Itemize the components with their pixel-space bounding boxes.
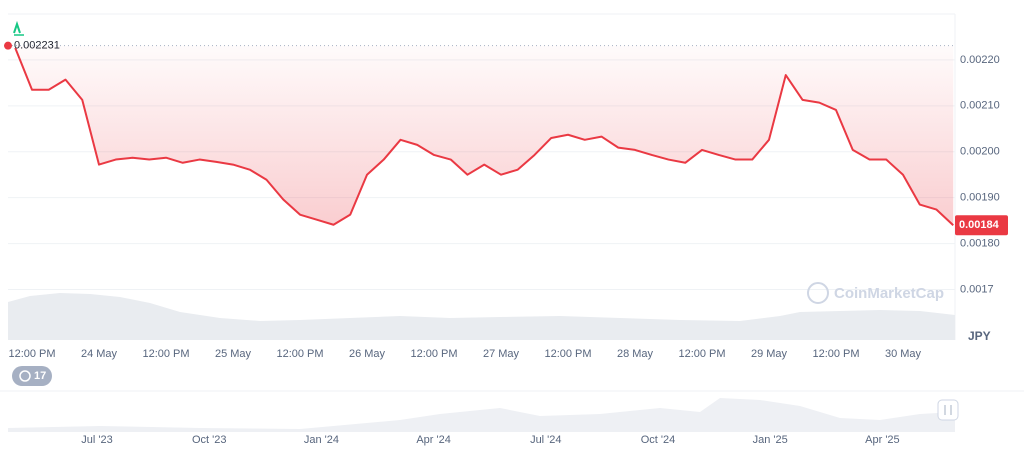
y-tick-label: 0.00190: [960, 192, 1000, 204]
price-badge: [955, 215, 1008, 236]
watermark-icon: [807, 282, 829, 304]
reference-label: 0.002231: [14, 40, 60, 52]
navigator-label: Jul '24: [530, 434, 561, 446]
navigator-label: Apr '24: [416, 434, 451, 446]
reference-dot: [4, 41, 12, 50]
y-tick-label: 0.00220: [960, 54, 1000, 66]
area-fill: [15, 45, 954, 226]
y-tick-label: 0.00180: [960, 237, 1000, 249]
navigator-handle[interactable]: [937, 399, 959, 421]
x-tick-label: 29 May: [751, 348, 788, 360]
x-tick-label: 30 May: [885, 348, 922, 360]
price-line: [14, 47, 954, 226]
x-tick-label: 24 May: [81, 348, 118, 360]
x-tick-label: 28 May: [617, 348, 654, 360]
logo-icon: [13, 20, 21, 34]
currency-label: JPY: [968, 329, 991, 343]
navigator-label: Jan '25: [753, 434, 788, 446]
x-tick-label: 26 May: [349, 348, 386, 360]
x-tick-label: 27 May: [483, 348, 520, 360]
navigator: [0, 390, 1024, 432]
y-tick-label: 0.00210: [960, 100, 1000, 112]
x-tick-label: 12:00 PM: [142, 348, 189, 360]
events-badge[interactable]: [12, 366, 52, 386]
navigator-label: Oct '24: [641, 434, 676, 446]
navigator-label: Apr '25: [865, 434, 900, 446]
x-tick-label: 12:00 PM: [544, 348, 591, 360]
navigator-label: Oct '23: [192, 434, 227, 446]
navigator-label: Jan '24: [304, 434, 339, 446]
badge-count: 17: [34, 370, 46, 382]
navigator-label: Jul '23: [81, 434, 112, 446]
x-tick-label: 12:00 PM: [276, 348, 323, 360]
x-tick-label: 12:00 PM: [678, 348, 725, 360]
x-tick-label: 12:00 PM: [8, 348, 55, 360]
navigator-shape: [8, 398, 955, 432]
price-badge-label: 0.00184: [959, 219, 1000, 231]
badge-icon: [19, 370, 31, 382]
volume-shape: [8, 293, 955, 340]
x-tick-label: 12:00 PM: [410, 348, 457, 360]
watermark: CoinMarketCap: [807, 282, 944, 304]
x-tick-label: 12:00 PM: [812, 348, 859, 360]
volume-area: [8, 293, 955, 340]
x-tick-label: 25 May: [215, 348, 252, 360]
watermark-text: CoinMarketCap: [834, 285, 944, 302]
y-tick-label: 0.00200: [960, 146, 1000, 158]
y-tick-label: 0.0017: [960, 283, 994, 295]
